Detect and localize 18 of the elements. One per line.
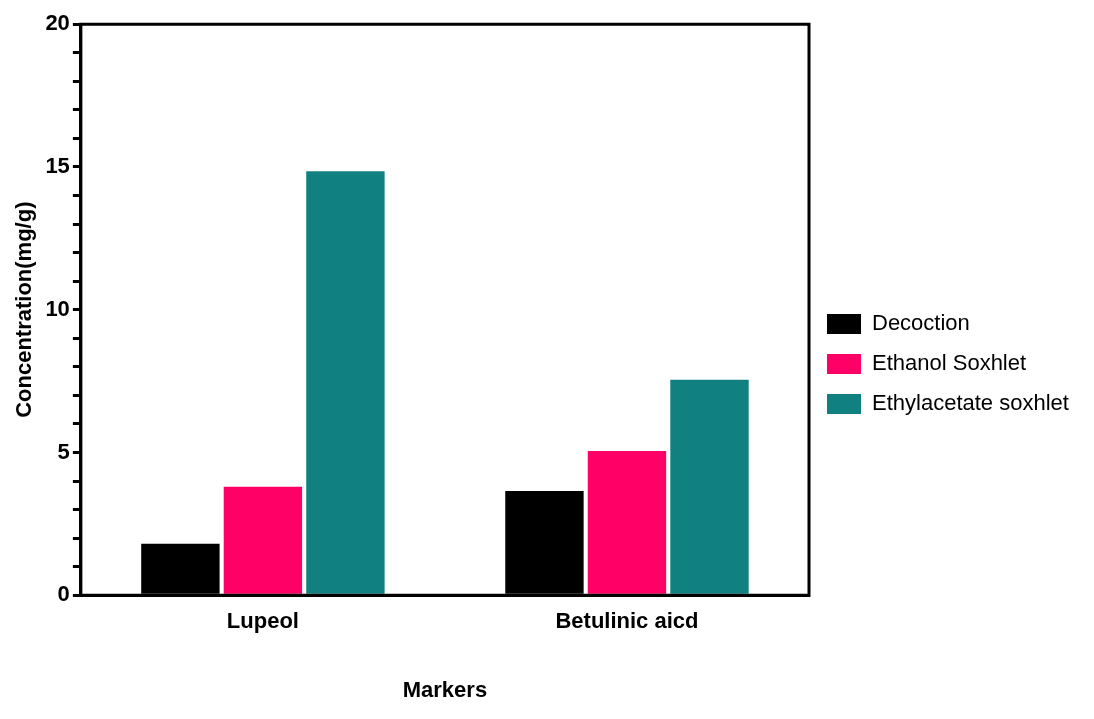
- bar: [223, 486, 303, 594]
- y-tick-label: 0: [57, 581, 70, 607]
- bar: [505, 490, 584, 594]
- bar: [141, 543, 220, 594]
- y-tick-label: 10: [45, 295, 70, 321]
- x-tick-label: Lupeol: [226, 608, 299, 634]
- legend-label: Decoction: [872, 310, 970, 336]
- y-tick-label: 20: [45, 10, 70, 36]
- y-axis-title: Concentration(mg/g): [11, 201, 37, 418]
- x-axis-title: Markers: [402, 676, 488, 702]
- x-tick-label: Betulinic aicd: [555, 608, 699, 634]
- y-tick-label: 5: [57, 438, 70, 464]
- legend-label: Ethylacetate soxhlet: [872, 390, 1069, 416]
- bar: [670, 379, 749, 594]
- legend-label: Ethanol Soxhlet: [872, 350, 1027, 376]
- bar: [306, 171, 385, 594]
- bar: [587, 451, 667, 594]
- y-tick-label: 15: [45, 153, 70, 179]
